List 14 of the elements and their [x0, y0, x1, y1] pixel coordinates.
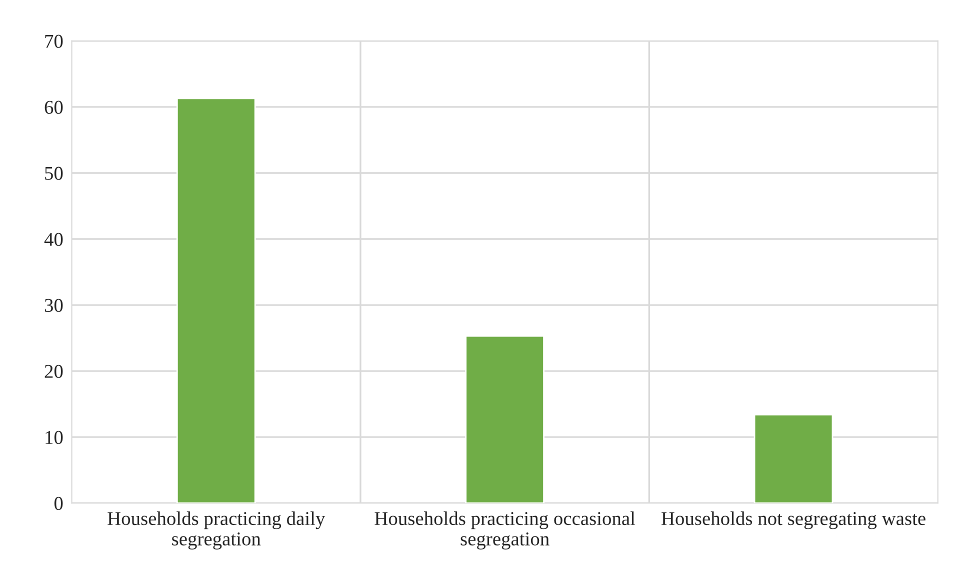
- x-tick-label: Households not segregating waste: [661, 511, 926, 530]
- bar: [754, 414, 834, 504]
- y-tick-label: 70: [45, 34, 63, 48]
- x-tick-label: Households practicing occasional segregation: [374, 511, 636, 550]
- bar: [465, 335, 544, 504]
- y-tick-label: 40: [44, 232, 63, 246]
- y-tick-label: 30: [44, 298, 63, 312]
- y-tick-label: 20: [44, 364, 63, 378]
- y-tick-label: 0: [54, 496, 63, 510]
- x-tick-label: Households practicing daily segregation: [108, 511, 326, 550]
- bar: [176, 98, 256, 504]
- y-tick-label: 50: [45, 166, 63, 180]
- y-tick-label: 60: [44, 100, 63, 114]
- y-tick-label: 10: [46, 430, 63, 444]
